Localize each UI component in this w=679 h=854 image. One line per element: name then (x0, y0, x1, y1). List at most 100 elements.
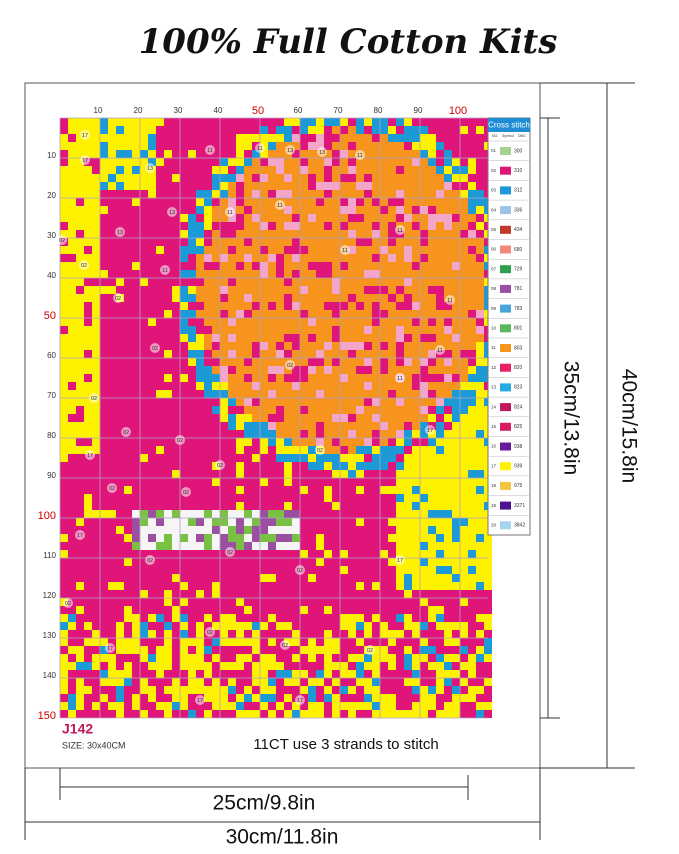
stitch-cell (116, 310, 124, 318)
stitch-cell (388, 638, 396, 646)
stitch-cell (332, 438, 340, 446)
stitch-cell (204, 550, 212, 558)
stitch-cell (356, 326, 364, 334)
stitch-cell (276, 590, 284, 598)
stitch-cell (276, 254, 284, 262)
stitch-cell (396, 174, 404, 182)
stitch-cell (348, 190, 356, 198)
stitch-cell (468, 478, 476, 486)
stitch-cell (188, 542, 196, 550)
stitch-cell (164, 678, 172, 686)
stitch-cell (260, 206, 268, 214)
stitch-cell (172, 694, 180, 702)
stitch-cell (180, 510, 188, 518)
stitch-cell (476, 366, 484, 374)
stitch-cell (124, 166, 132, 174)
stitch-cell (468, 374, 476, 382)
legend-header (488, 118, 530, 132)
stitch-cell (460, 566, 468, 574)
stitch-cell (172, 502, 180, 510)
stitch-cell (436, 622, 444, 630)
stitch-cell (196, 310, 204, 318)
stitch-cell (68, 190, 76, 198)
stitch-cell (476, 134, 484, 142)
stitch-cell (108, 166, 116, 174)
stitch-cell (116, 646, 124, 654)
stitch-cell (84, 342, 92, 350)
stitch-cell (364, 414, 372, 422)
stitch-cell (388, 374, 396, 382)
stitch-cell (452, 150, 460, 158)
stitch-cell (204, 398, 212, 406)
stitch-cell (100, 558, 108, 566)
stitch-cell (476, 430, 484, 438)
stitch-cell (340, 446, 348, 454)
stitch-cell (108, 558, 116, 566)
stitch-cell (100, 590, 108, 598)
stitch-cell (444, 454, 452, 462)
stitch-cell (148, 662, 156, 670)
stitch-cell (148, 398, 156, 406)
stitch-cell (468, 430, 476, 438)
stitch-cell (68, 310, 76, 318)
stitch-cell (268, 422, 276, 430)
stitch-cell (124, 566, 132, 574)
stitch-cell (388, 438, 396, 446)
stitch-cell (484, 654, 492, 662)
stitch-cell (276, 462, 284, 470)
stitch-cell (396, 446, 404, 454)
stitch-cell (292, 494, 300, 502)
stitch-cell (316, 318, 324, 326)
stitch-cell (260, 582, 268, 590)
stitch-cell (268, 310, 276, 318)
stitch-cell (228, 462, 236, 470)
stitch-cell (164, 214, 172, 222)
stitch-cell (140, 686, 148, 694)
stitch-cell (276, 670, 284, 678)
stitch-cell (476, 390, 484, 398)
stitch-cell (300, 446, 308, 454)
stitch-cell (428, 566, 436, 574)
stitch-cell (476, 558, 484, 566)
stitch-cell (60, 702, 68, 710)
stitch-cell (84, 230, 92, 238)
stitch-cell (276, 390, 284, 398)
stitch-cell (436, 534, 444, 542)
stitch-cell (324, 462, 332, 470)
stitch-cell (164, 334, 172, 342)
stitch-cell (412, 694, 420, 702)
symbol-dot (275, 200, 285, 210)
stitch-cell (172, 302, 180, 310)
legend-swatch (500, 245, 511, 254)
stitch-cell (204, 702, 212, 710)
stitch-cell (84, 374, 92, 382)
stitch-cell (244, 686, 252, 694)
stitch-cell (292, 262, 300, 270)
legend-no: 18 (491, 483, 497, 488)
symbol-label: 02 (297, 568, 303, 574)
stitch-cell (380, 374, 388, 382)
stitch-cell (428, 118, 436, 126)
stitch-cell (212, 198, 220, 206)
stitch-cell (76, 190, 84, 198)
stitch-cell (388, 422, 396, 430)
stitch-cell (108, 662, 116, 670)
stitch-cell (76, 214, 84, 222)
stitch-cell (68, 454, 76, 462)
stitch-cell (172, 446, 180, 454)
stitch-cell (228, 470, 236, 478)
symbol-label: 02 (59, 238, 65, 244)
stitch-cell (156, 502, 164, 510)
stitch-cell (220, 150, 228, 158)
stitch-cell (348, 670, 356, 678)
stitch-cell (260, 230, 268, 238)
legend-no: 09 (491, 306, 497, 311)
stitch-cell (388, 126, 396, 134)
stitch-cell (188, 638, 196, 646)
stitch-cell (340, 678, 348, 686)
stitch-cell (164, 126, 172, 134)
symbol-dot (175, 435, 185, 445)
stitch-cell (124, 254, 132, 262)
stitch-cell (244, 326, 252, 334)
stitch-cell (132, 478, 140, 486)
